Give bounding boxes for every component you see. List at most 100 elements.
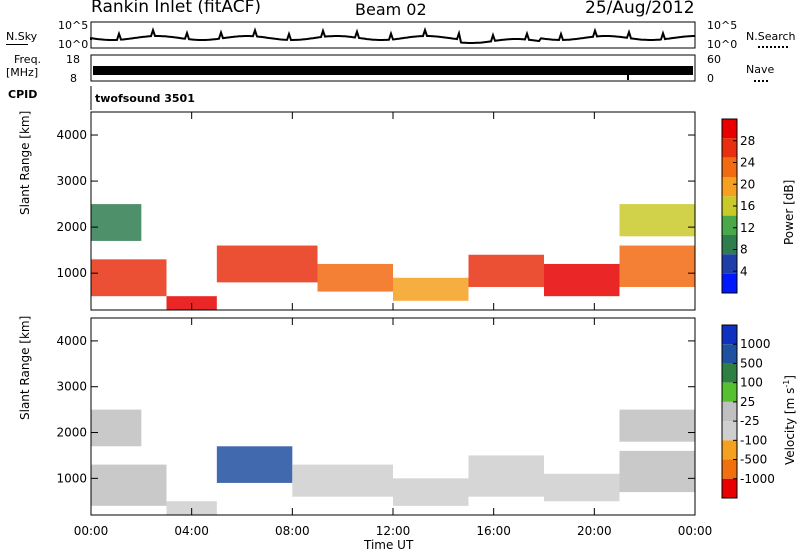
power-ylabel: Slant Range [km] xyxy=(18,110,32,215)
panel-frames xyxy=(90,21,696,110)
ytick-label-1-0: 1000 xyxy=(56,471,87,485)
colorbar-0-label-5: 8 xyxy=(740,243,748,257)
colorbar-0-seg-8 xyxy=(722,273,737,293)
ytick-label-1-2: 3000 xyxy=(56,380,87,394)
echo-region-5 xyxy=(468,254,544,287)
noise-search-dots xyxy=(758,46,788,48)
echo-region-0 xyxy=(91,464,167,506)
colorbar-1-seg-5 xyxy=(722,421,737,441)
colorbar-1-frame xyxy=(721,324,738,499)
colorbar-1-label-2: 100 xyxy=(740,376,763,390)
xtick-label-6: 00:00 xyxy=(678,524,713,538)
colorbar-0-label-3: 16 xyxy=(740,199,755,213)
ytick-label-1-3: 4000 xyxy=(56,334,87,348)
echo-region-6 xyxy=(544,473,620,502)
noise-left-tick-bottom: 10^0 xyxy=(58,38,89,51)
x-axis-title: Time UT xyxy=(364,538,414,552)
echo-region-6 xyxy=(544,263,620,297)
ytick-label-0-1: 2000 xyxy=(56,220,87,234)
colorbar-0-seg-5 xyxy=(722,215,737,235)
noise-sky-underline xyxy=(6,44,28,45)
velocity-ylabel: Slant Range [km] xyxy=(18,315,32,420)
colorbar-1-seg-0 xyxy=(722,325,737,345)
colorbar-0-label-4: 12 xyxy=(740,221,755,235)
echo-region-2 xyxy=(216,446,293,483)
echo-region-3 xyxy=(292,464,393,497)
power-heatmap xyxy=(91,204,695,310)
echo-region-3 xyxy=(317,263,393,292)
cpid-label: CPID xyxy=(8,88,38,101)
xtick-label-2: 08:00 xyxy=(275,524,310,538)
echo-region-8 xyxy=(91,409,142,447)
noise-left-tick-top: 10^5 xyxy=(58,19,89,32)
freq-panel-frame xyxy=(90,54,696,82)
colorbar-1-seg-2 xyxy=(722,363,737,383)
echo-region-9 xyxy=(619,204,695,237)
power-colorbar-label: Power [dB] xyxy=(782,179,796,245)
echo-region-4 xyxy=(393,478,469,506)
colorbar-1-seg-4 xyxy=(722,401,737,422)
noise-right-tick-bottom: 10^0 xyxy=(707,38,738,51)
colorbar-0-seg-0 xyxy=(722,119,737,139)
echo-region-0 xyxy=(91,259,167,297)
ytick-label-1-1: 2000 xyxy=(56,426,87,440)
colorbar-0-label-2: 20 xyxy=(740,177,755,191)
echo-region-9 xyxy=(619,409,695,442)
noise-right-tick-top: 10^5 xyxy=(707,19,738,32)
noise-search-label: N.Search xyxy=(746,30,796,43)
colorbar-0-seg-1 xyxy=(722,138,737,158)
date-label: 25/Aug/2012 xyxy=(585,0,695,18)
noise-sky-label: N.Sky xyxy=(6,30,38,43)
colorbar-0-seg-2 xyxy=(722,157,737,177)
colorbar-0-seg-3 xyxy=(722,177,737,197)
station-title: Rankin Inlet (fitACF) xyxy=(91,0,262,17)
velocity-colorbar-label: Velocity [m s-1] xyxy=(782,375,797,465)
colorbar-1-label-6: -500 xyxy=(740,453,767,467)
velocity-heatmap xyxy=(91,409,695,515)
nave-label: Nave xyxy=(746,63,775,76)
echo-region-8 xyxy=(91,204,142,241)
beam-label: Beam 02 xyxy=(355,0,427,19)
colorbars: 28 24 20 16 12 8 4 1000 500 100 25 -25 -100 -500 -1000 xyxy=(721,118,775,499)
freq-left-tick-top: 18 xyxy=(66,53,80,66)
echo-region-5 xyxy=(468,455,544,497)
colorbar-1-seg-1 xyxy=(722,344,737,364)
colorbar-1-label-7: -1000 xyxy=(740,472,775,486)
colorbar-1-seg-3 xyxy=(722,382,737,402)
freq-label: Freq. xyxy=(14,53,42,66)
xtick-label-3: 12:00 xyxy=(376,524,411,538)
colorbar-1-seg-6 xyxy=(722,440,737,460)
freq-left-tick-bottom: 8 xyxy=(70,72,77,85)
colorbar-1-label-4: -25 xyxy=(740,414,760,428)
echo-region-7 xyxy=(619,450,695,493)
freq-trace xyxy=(93,66,693,75)
xtick-label-1: 04:00 xyxy=(174,524,209,538)
echo-region-4 xyxy=(393,277,469,301)
nave-right-tick-top: 60 xyxy=(707,53,721,66)
colorbar-1-seg-7 xyxy=(722,459,737,479)
echo-region-7 xyxy=(619,245,695,287)
ytick-label-0-2: 3000 xyxy=(56,174,87,188)
nave-right-tick-bottom: 0 xyxy=(707,72,714,85)
xtick-label-4: 16:00 xyxy=(476,524,511,538)
nave-dots xyxy=(754,80,768,82)
colorbar-1-label-1: 500 xyxy=(740,356,763,370)
freq-unit-label: [MHz] xyxy=(6,66,39,79)
colorbar-0-label-1: 24 xyxy=(740,156,755,170)
axes-layer: 1000 2000 3000 4000 1000 2000 3000 4000 00:00 04:… xyxy=(56,111,713,538)
xtick-label-5: 20:00 xyxy=(577,524,612,538)
echo-region-2 xyxy=(216,245,318,283)
colorbar-1-seg-8 xyxy=(722,478,737,498)
colorbar-0-seg-7 xyxy=(722,254,737,274)
colorbar-0-label-6: 4 xyxy=(740,264,748,278)
colorbar-1-label-5: -100 xyxy=(740,433,767,447)
colorbar-0-label-0: 28 xyxy=(740,134,755,148)
cpid-program: twofsound 3501 xyxy=(95,92,195,105)
colorbar-1-label-0: 1000 xyxy=(740,337,771,351)
colorbar-0-seg-6 xyxy=(722,235,737,255)
ytick-label-0-3: 4000 xyxy=(56,128,87,142)
xtick-label-0: 00:00 xyxy=(74,524,109,538)
colorbar-0-seg-4 xyxy=(722,196,737,216)
colorbar-1-label-3: 25 xyxy=(740,395,755,409)
